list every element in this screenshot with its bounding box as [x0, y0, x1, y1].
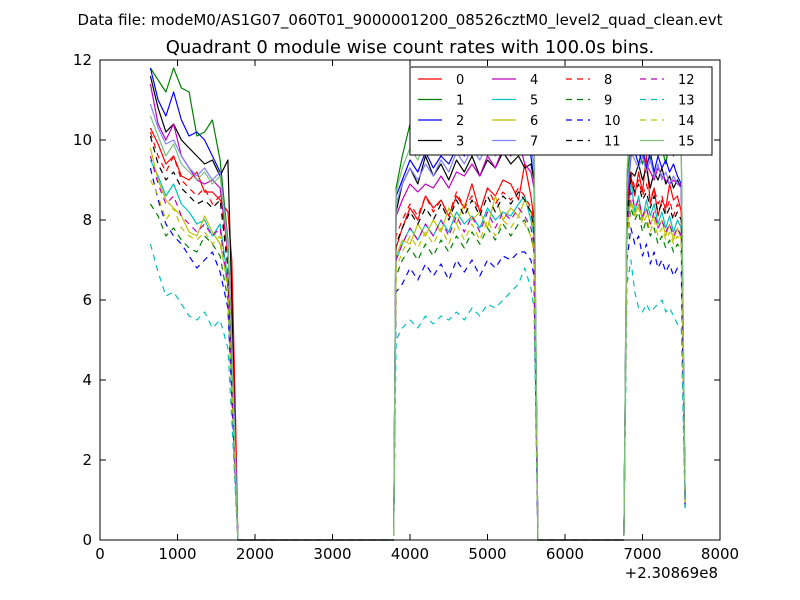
series-10-line [623, 227, 686, 537]
legend-label: 9 [604, 94, 612, 109]
series-6-line [623, 199, 686, 537]
series-0-line [393, 163, 539, 541]
series-12-line [623, 191, 686, 537]
series-8-line [623, 171, 686, 537]
y-tick-label: 0 [82, 531, 92, 549]
x-tick-label: 3000 [313, 545, 351, 563]
y-tick-label: 8 [82, 211, 92, 229]
series-14-line [149, 179, 239, 541]
series-12-line [393, 207, 539, 541]
series-7-line [623, 151, 686, 537]
chart-title: Quadrant 0 module wise count rates with … [166, 37, 655, 58]
legend-label: 3 [456, 135, 464, 150]
x-tick-label: 4000 [391, 545, 429, 563]
legend-label: 1 [456, 94, 464, 109]
legend-label: 4 [530, 73, 538, 88]
series-10-line [149, 167, 239, 541]
series-8-line [393, 187, 539, 541]
legend-label: 6 [530, 114, 538, 129]
x-tick-label: 7000 [623, 545, 661, 563]
y-tick-label: 4 [82, 371, 92, 389]
legend-label: 2 [456, 114, 464, 129]
x-tick-label: 0 [95, 545, 105, 563]
series-11-line [623, 179, 686, 537]
series-3-line [623, 163, 686, 537]
y-tick-label: 2 [82, 451, 92, 469]
legend-label: 12 [678, 73, 695, 88]
y-tick-label: 10 [73, 131, 92, 149]
legend-label: 7 [530, 135, 538, 150]
legend-label: 15 [678, 135, 695, 150]
x-tick-label: 6000 [546, 545, 584, 563]
x-tick-label: 8000 [701, 545, 739, 563]
series-11-line [393, 191, 539, 541]
series-15-line [149, 115, 239, 541]
legend-label: 8 [604, 73, 612, 88]
legend-label: 5 [530, 94, 538, 109]
legend-label: 13 [678, 94, 695, 109]
series-6-line [393, 195, 539, 541]
series-9-line [623, 207, 686, 537]
series-3-line [149, 75, 239, 541]
x-offset-label: +2.30869e8 [625, 564, 718, 582]
series-10-line [393, 251, 539, 541]
legend-label: 10 [604, 114, 621, 129]
series-14-line [623, 203, 686, 537]
legend-label: 0 [456, 73, 464, 88]
x-tick-label: 1000 [158, 545, 196, 563]
series-13-line [623, 259, 686, 537]
series-14-line [393, 215, 539, 541]
series-9-line [393, 219, 539, 541]
x-tick-label: 5000 [468, 545, 506, 563]
legend-label: 11 [604, 135, 621, 150]
y-tick-label: 6 [82, 291, 92, 309]
legend-label: 14 [678, 114, 695, 129]
series-8-line [149, 131, 239, 541]
figure-suptitle: Data file: modeM0/AS1G07_060T01_90000012… [78, 11, 723, 30]
series-13-line [393, 267, 539, 541]
x-tick-label: 2000 [236, 545, 274, 563]
series-13-line [149, 243, 239, 541]
axis-ticks: 0 1000 2000 3000 4000 5000 6000 7000 80000246810… [73, 51, 739, 563]
series-3-line [393, 151, 539, 541]
y-tick-label: 12 [73, 51, 92, 69]
